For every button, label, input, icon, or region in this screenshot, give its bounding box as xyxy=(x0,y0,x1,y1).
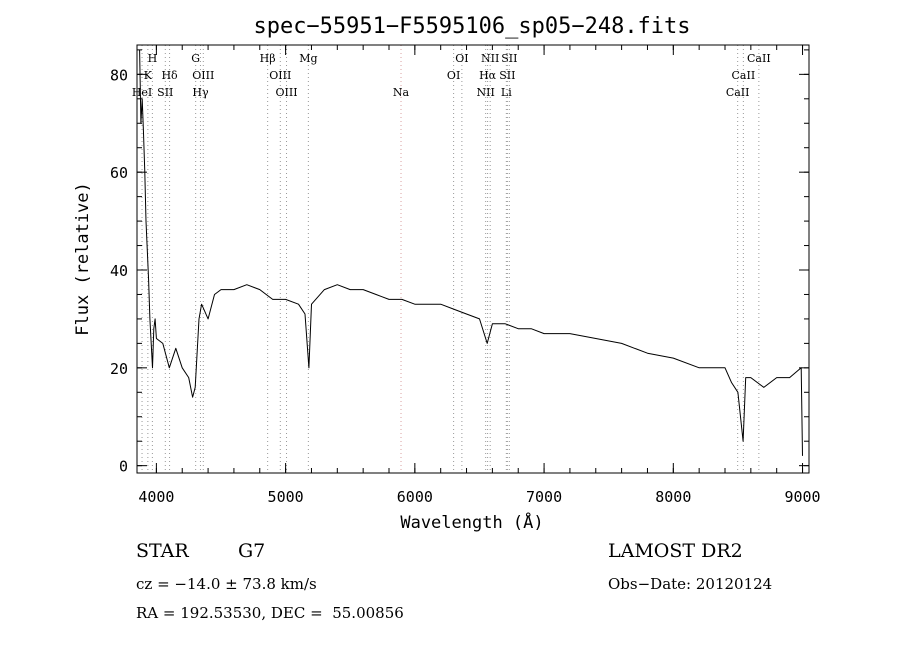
line-label: SII xyxy=(157,86,173,99)
x-tick-label: 9000 xyxy=(784,488,820,506)
line-label: Hγ xyxy=(192,86,209,99)
object-class: STAR xyxy=(136,540,189,562)
x-axis: 4000 5000 6000 7000 8000 9000 xyxy=(138,45,821,506)
y-tick-label: 0 xyxy=(119,458,128,476)
x-tick-label: 7000 xyxy=(526,488,562,506)
line-label: OI xyxy=(447,69,460,82)
line-label: K xyxy=(144,69,153,82)
line-label: NII xyxy=(481,52,499,65)
plot-frame xyxy=(136,44,810,474)
x-tick-label: 6000 xyxy=(397,488,433,506)
line-label: Hα xyxy=(479,69,497,82)
y-axis-label: Flux (relative) xyxy=(73,182,93,336)
obs-date: Obs−Date: 20120124 xyxy=(608,575,773,593)
spectrum-series xyxy=(139,49,803,456)
chart-title: spec−55951−F5595106_sp05−248.fits xyxy=(253,14,690,39)
line-label: SII xyxy=(501,52,517,65)
x-tick-label: 5000 xyxy=(268,488,304,506)
line-label: Na xyxy=(393,86,410,99)
line-label: OIII xyxy=(269,69,291,82)
line-label: CaII xyxy=(747,52,771,65)
line-label: CaII xyxy=(726,86,750,99)
line-label: Mg xyxy=(299,52,317,65)
line-label: H xyxy=(148,52,158,65)
x-tick-label: 4000 xyxy=(138,488,174,506)
object-subclass: G7 xyxy=(238,540,266,562)
y-tick-label: 20 xyxy=(110,360,128,378)
line-label: OI xyxy=(455,52,468,65)
line-label: Hβ xyxy=(260,52,276,65)
redshift-cz: cz = −14.0 ± 73.8 km/s xyxy=(136,575,317,593)
x-tick-label: 8000 xyxy=(655,488,691,506)
y-axis: 0 20 40 60 80 xyxy=(110,49,809,476)
line-label: NII xyxy=(477,86,495,99)
y-tick-label: 40 xyxy=(110,262,128,280)
x-axis-label: Wavelength (Å) xyxy=(400,511,543,533)
line-label: HeI xyxy=(132,86,152,99)
line-label: CaII xyxy=(732,69,756,82)
survey-name: LAMOST DR2 xyxy=(608,540,743,562)
line-label: Li xyxy=(501,86,512,99)
line-label: SII xyxy=(499,69,515,82)
coordinates: RA = 192.53530, DEC = 55.00856 xyxy=(136,604,404,622)
spectrum-line-0 xyxy=(139,49,803,456)
line-label: OIII xyxy=(275,86,297,99)
y-tick-label: 60 xyxy=(110,164,128,182)
line-label: OIII xyxy=(192,69,214,82)
line-label: G xyxy=(191,52,200,65)
line-label: Hδ xyxy=(161,69,178,82)
y-tick-label: 80 xyxy=(110,66,128,84)
